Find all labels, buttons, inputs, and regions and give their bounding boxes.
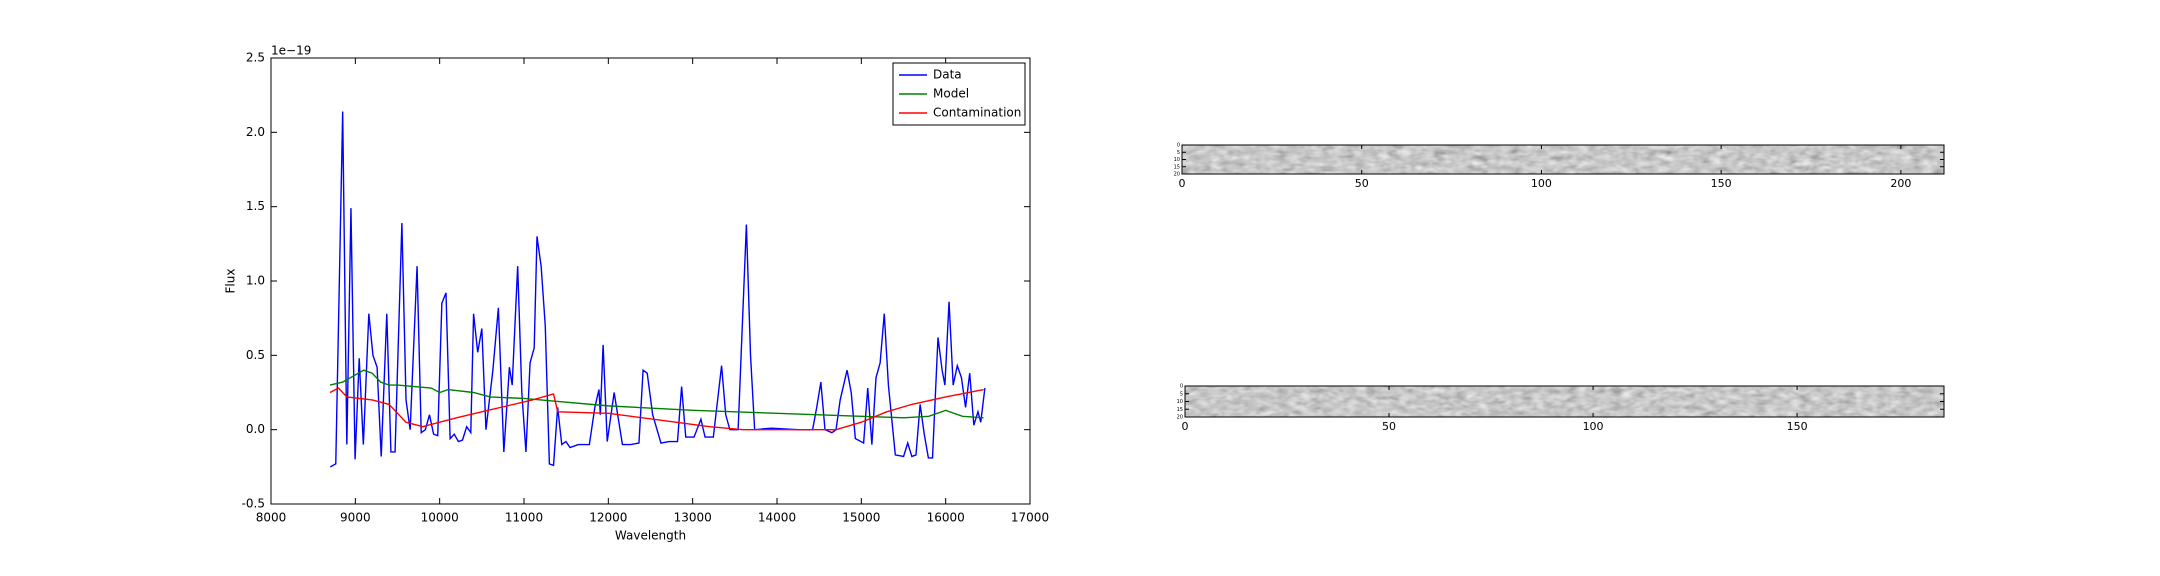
offset-label: 1e−19 bbox=[271, 44, 311, 58]
x-tick-label: 8000 bbox=[256, 511, 287, 525]
data-line bbox=[329, 387, 984, 431]
data-line bbox=[329, 369, 984, 419]
x-tick-label: 0 bbox=[1179, 177, 1186, 190]
legend-label: Data bbox=[933, 68, 962, 82]
y-tick-label: 10 bbox=[1177, 399, 1183, 405]
x-tick-label: 12000 bbox=[589, 511, 627, 525]
x-tick-label: 100 bbox=[1583, 420, 1604, 433]
spectrum-image bbox=[1185, 386, 1944, 417]
y-tick-label: 2.0 bbox=[246, 125, 265, 139]
x-tick-label: 15000 bbox=[842, 511, 880, 525]
y-tick-label: 15 bbox=[1174, 164, 1180, 170]
spectrum-image bbox=[1182, 145, 1944, 174]
y-tick-label: 5 bbox=[1180, 391, 1183, 397]
y-axis-label: Flux bbox=[224, 269, 238, 294]
y-tick-label: 0 bbox=[1177, 143, 1180, 149]
x-tick-label: 150 bbox=[1711, 177, 1732, 190]
x-tick-label: 10000 bbox=[421, 511, 459, 525]
x-tick-label: 150 bbox=[1787, 420, 1808, 433]
data-line bbox=[329, 111, 986, 468]
y-tick-label: 0 bbox=[1180, 384, 1183, 390]
x-tick-label: 100 bbox=[1531, 177, 1552, 190]
x-tick-label: 0 bbox=[1182, 420, 1189, 433]
x-tick-label: 9000 bbox=[340, 511, 371, 525]
y-tick-label: 20 bbox=[1177, 415, 1183, 421]
x-tick-label: 200 bbox=[1890, 177, 1911, 190]
legend-label: Model bbox=[933, 87, 969, 101]
y-tick-label: 1.5 bbox=[246, 199, 265, 213]
y-tick-label: 20 bbox=[1174, 172, 1180, 178]
y-tick-label: 10 bbox=[1174, 157, 1180, 163]
y-tick-label: 15 bbox=[1177, 407, 1183, 413]
x-tick-label: 16000 bbox=[927, 511, 965, 525]
x-axis-label: Wavelength bbox=[615, 529, 686, 543]
y-tick-label: 0.5 bbox=[246, 348, 265, 362]
y-tick-label: -0.5 bbox=[242, 497, 265, 511]
y-tick-label: 0.0 bbox=[246, 422, 265, 436]
y-tick-label: 1.0 bbox=[246, 274, 265, 288]
x-tick-label: 13000 bbox=[674, 511, 712, 525]
x-tick-label: 11000 bbox=[505, 511, 543, 525]
x-tick-label: 50 bbox=[1355, 177, 1369, 190]
x-tick-label: 14000 bbox=[758, 511, 796, 525]
x-tick-label: 50 bbox=[1382, 420, 1396, 433]
x-tick-label: 17000 bbox=[1011, 511, 1049, 525]
y-tick-label: 2.5 bbox=[246, 51, 265, 65]
legend-label: Contamination bbox=[933, 106, 1021, 120]
y-tick-label: 5 bbox=[1177, 150, 1180, 156]
